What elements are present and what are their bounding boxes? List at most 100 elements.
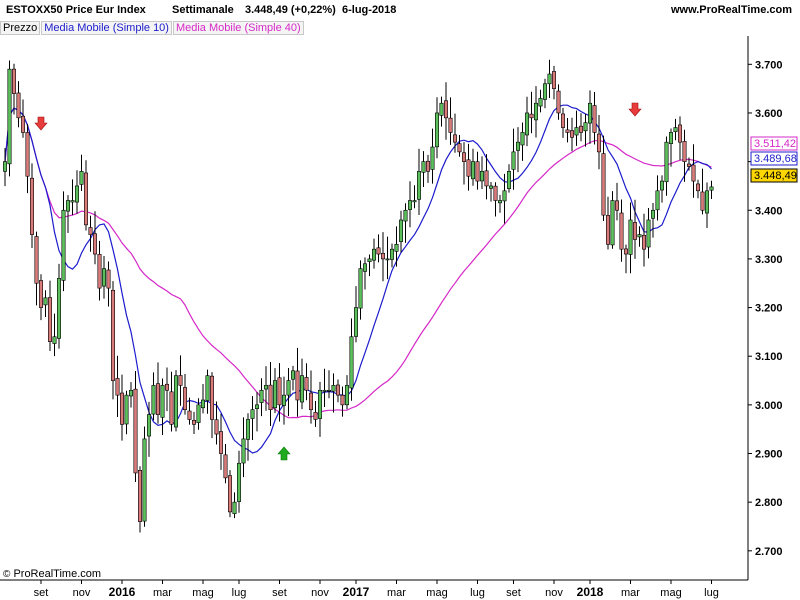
candle-body-up: [362, 263, 367, 272]
candle: [142, 426, 147, 527]
x-tick-label: set: [34, 587, 49, 599]
candle: [371, 238, 376, 269]
candle: [677, 116, 682, 161]
candle-body-up: [497, 200, 502, 204]
candle-body-down: [192, 419, 197, 425]
candle: [97, 240, 102, 301]
legend-bar: Prezzo Media Mobile (Simple 10) Media Mo…: [0, 21, 305, 35]
candle-body-down: [183, 387, 188, 411]
candle: [596, 114, 601, 170]
candle-body-up: [587, 102, 592, 124]
candle: [268, 361, 273, 426]
signals-group: [34, 102, 642, 461]
candle-body-down: [47, 297, 52, 342]
candle-body-up: [142, 438, 147, 522]
candle: [286, 368, 291, 417]
candle: [272, 368, 277, 414]
candle-body-down: [133, 388, 138, 474]
candle: [219, 413, 224, 470]
candle-body-down: [425, 160, 430, 172]
candle: [668, 128, 673, 167]
candle: [43, 290, 48, 317]
candle-body-up: [439, 102, 444, 116]
candle-body-up: [2, 161, 8, 172]
candle-body-down: [619, 212, 624, 250]
x-tick-label: 2018: [577, 585, 604, 599]
candle-body-down: [335, 384, 340, 396]
candle-body-down: [165, 383, 170, 391]
candle-body-down: [556, 90, 561, 114]
candle: [246, 413, 251, 461]
candle: [223, 443, 228, 484]
candle: [619, 199, 624, 262]
candle: [317, 381, 322, 437]
candle: [398, 210, 403, 253]
candle: [263, 366, 268, 411]
candle: [75, 170, 80, 214]
y-tick-label: 3.100: [755, 351, 783, 363]
candle: [2, 148, 8, 187]
candle-body-up: [479, 171, 484, 182]
candle-body-up: [353, 307, 358, 337]
candle: [344, 375, 349, 410]
candle-body-down: [601, 153, 606, 216]
candle: [583, 113, 588, 147]
candle: [479, 156, 484, 190]
legend-price[interactable]: Prezzo: [0, 21, 41, 35]
candle: [574, 110, 579, 146]
candle: [147, 401, 152, 457]
x-tick-label: set: [272, 587, 287, 599]
candle: [448, 97, 453, 145]
legend-ma10[interactable]: Media Mobile (Simple 10): [41, 21, 172, 35]
legend-ma40[interactable]: Media Mobile (Simple 40): [172, 21, 304, 35]
candle-body-up: [326, 389, 331, 392]
candle-body-up: [160, 385, 165, 418]
candle-body-down: [88, 227, 93, 235]
header-timeframe: Settimanale: [172, 4, 234, 16]
candle: [614, 182, 619, 221]
x-tick-label: mag: [192, 587, 213, 599]
candle: [156, 362, 161, 424]
candle: [232, 492, 237, 519]
candle-body-up: [151, 385, 156, 415]
candle-body-up: [502, 190, 507, 202]
y-ticks-group: 2.700 2.800 2.900 3.000 3.100 3.200 3.300 3.400…: [748, 59, 783, 558]
candle: [174, 370, 179, 432]
y-tick-label: 3.700: [755, 59, 783, 71]
candle-body-down: [120, 392, 125, 425]
candle-body-up: [646, 219, 651, 248]
candle: [281, 376, 286, 425]
candle: [290, 365, 295, 391]
candle: [686, 157, 691, 171]
candle: [295, 347, 300, 417]
candle-body-up: [434, 112, 439, 148]
candle-body-down: [169, 391, 174, 425]
candle: [88, 215, 93, 252]
x-tick-label: mar: [621, 587, 640, 599]
candle-body-down: [641, 234, 646, 250]
candle: [403, 203, 408, 243]
ma40-line-group: [4, 107, 712, 419]
candle-body-down: [106, 269, 111, 289]
candle-body-up: [430, 146, 435, 170]
candle: [601, 135, 606, 222]
y-tick-label: 2.900: [755, 449, 783, 461]
candle-body-down: [308, 392, 313, 411]
candle-body-up: [232, 501, 237, 515]
header-site-link[interactable]: www.ProRealTime.com: [670, 4, 792, 16]
value-labels-group: 3.511,42 3.489,68 3.448,49: [750, 136, 798, 183]
x-tick-label: mar: [387, 587, 406, 599]
candle-body-down: [569, 130, 574, 138]
candle-body-down: [223, 454, 228, 479]
credit-text: ProRealTime.com: [13, 568, 102, 580]
candle-body-up: [272, 380, 277, 409]
candle-body-down: [565, 129, 570, 133]
candle-body-up: [75, 185, 80, 203]
x-tick-label: lug: [232, 587, 247, 599]
value-label-box: [750, 136, 798, 151]
y-tick-label: 3.300: [755, 254, 783, 266]
candle: [704, 182, 709, 228]
candle: [533, 86, 538, 138]
candle-body-up: [583, 122, 588, 132]
